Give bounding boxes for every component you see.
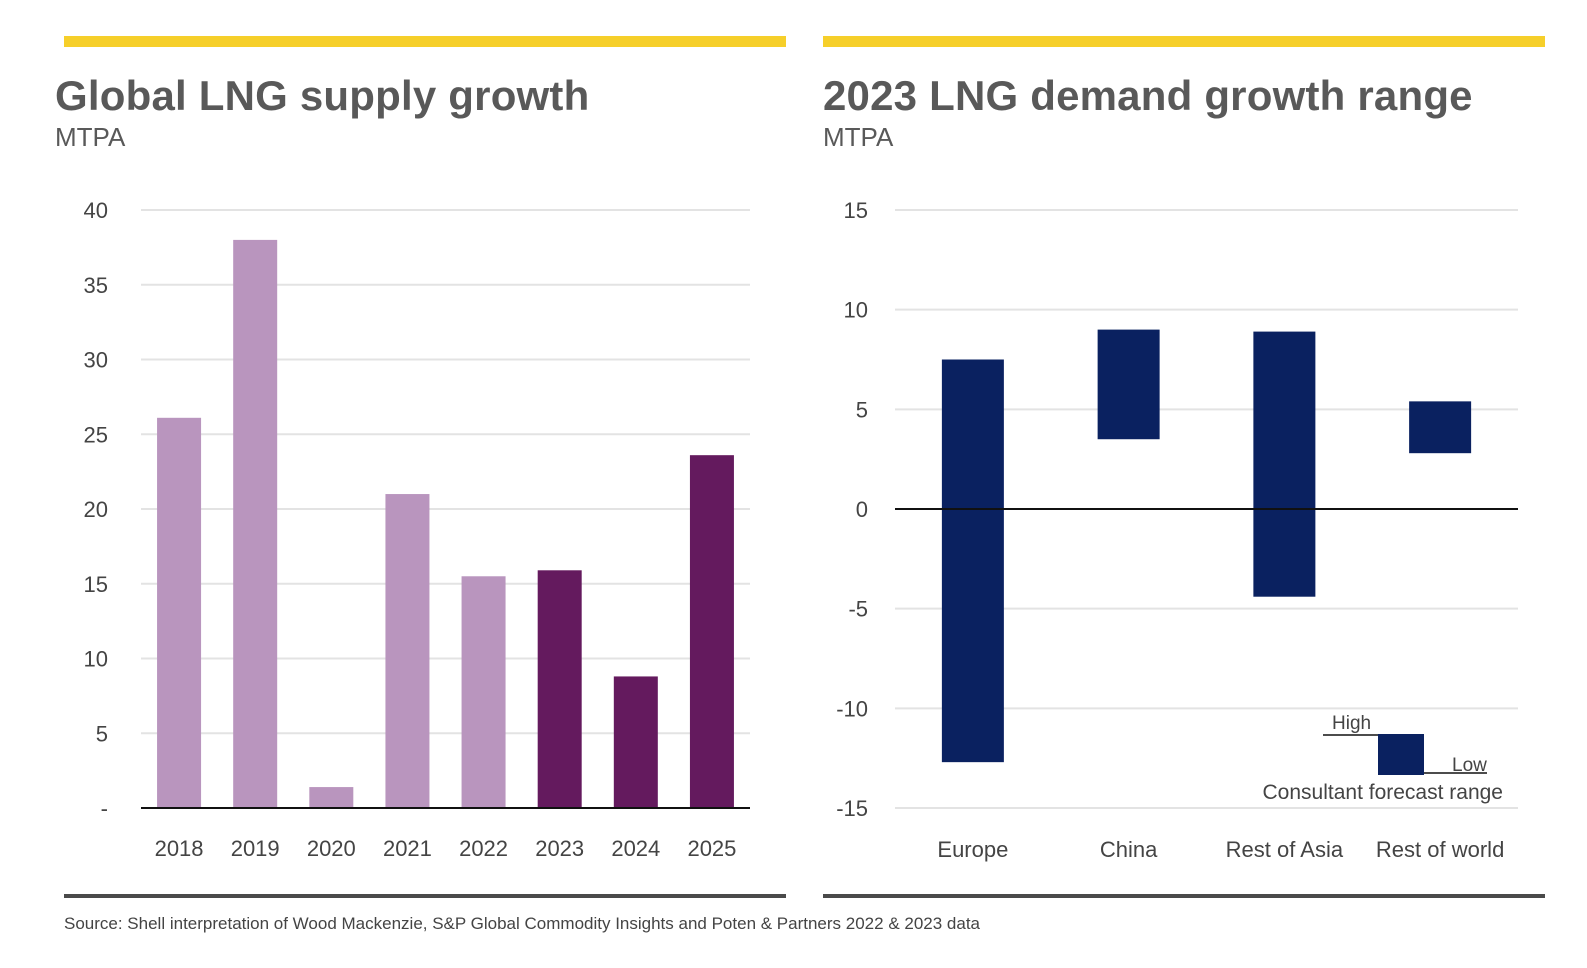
y-tick-label: 0 (856, 497, 868, 522)
left-accent-bar (64, 36, 786, 47)
x-tick-label: Rest of Asia (1226, 837, 1344, 862)
x-tick-label: China (1100, 837, 1158, 862)
bar-2020 (309, 787, 354, 808)
y-tick-label: - (101, 796, 108, 821)
range-bar-rest-of-world (1409, 401, 1472, 454)
range-bar-rest-of-asia (1253, 331, 1316, 597)
bar-2023 (537, 570, 582, 808)
right-chart-title: 2023 LNG demand growth range (823, 72, 1473, 119)
bar-2021 (385, 494, 430, 808)
y-tick-label: -15 (836, 796, 868, 821)
y-tick-label: 20 (84, 497, 108, 522)
y-tick-label: 15 (84, 572, 108, 597)
range-legend: High Low Consultant forecast range (1263, 713, 1503, 804)
x-tick-label: Rest of world (1376, 837, 1504, 862)
x-tick-label: 2022 (459, 836, 508, 861)
legend-swatch (1378, 734, 1424, 775)
bar-2019 (233, 239, 278, 808)
left-chart-unit: MTPA (55, 122, 126, 152)
bar-2024 (613, 676, 658, 808)
left-chart-title: Global LNG supply growth (55, 72, 590, 119)
y-tick-label: 5 (96, 721, 108, 746)
x-tick-label: 2019 (231, 836, 280, 861)
bar-2022 (461, 576, 506, 808)
y-tick-label: 10 (84, 647, 108, 672)
legend-caption: Consultant forecast range (1263, 781, 1503, 804)
x-tick-label: Europe (937, 837, 1008, 862)
right-chart-unit: MTPA (823, 122, 894, 152)
demand-growth-range-chart: -15 -10 -5 0 5 10 15 Europe China Rest of Asia Res… (836, 198, 1518, 862)
bar-2025 (689, 455, 734, 808)
y-tick-label: 10 (844, 298, 868, 323)
right-bottom-rule (823, 894, 1545, 898)
x-tick-label: 2025 (687, 836, 736, 861)
right-accent-bar (823, 36, 1545, 47)
legend-low-label: Low (1452, 755, 1487, 776)
x-tick-label: 2021 (383, 836, 432, 861)
y-tick-label: 30 (84, 348, 108, 373)
range-bar-china (1097, 329, 1160, 440)
y-tick-label: 35 (84, 273, 108, 298)
x-tick-label: 2020 (307, 836, 356, 861)
x-tick-label: 2024 (611, 836, 660, 861)
y-tick-label: -10 (836, 696, 868, 721)
x-tick-label: 2018 (155, 836, 204, 861)
legend-high-label: High (1332, 713, 1371, 734)
bar-2018 (157, 417, 202, 808)
x-tick-label: 2023 (535, 836, 584, 861)
y-tick-label: 15 (844, 198, 868, 223)
left-bottom-rule (64, 894, 786, 898)
y-tick-label: 25 (84, 422, 108, 447)
y-tick-label: 40 (84, 198, 108, 223)
range-bar-europe (941, 359, 1004, 763)
y-tick-label: 5 (856, 397, 868, 422)
source-note: Source: Shell interpretation of Wood Mac… (64, 914, 981, 933)
y-tick-label: -5 (848, 597, 868, 622)
